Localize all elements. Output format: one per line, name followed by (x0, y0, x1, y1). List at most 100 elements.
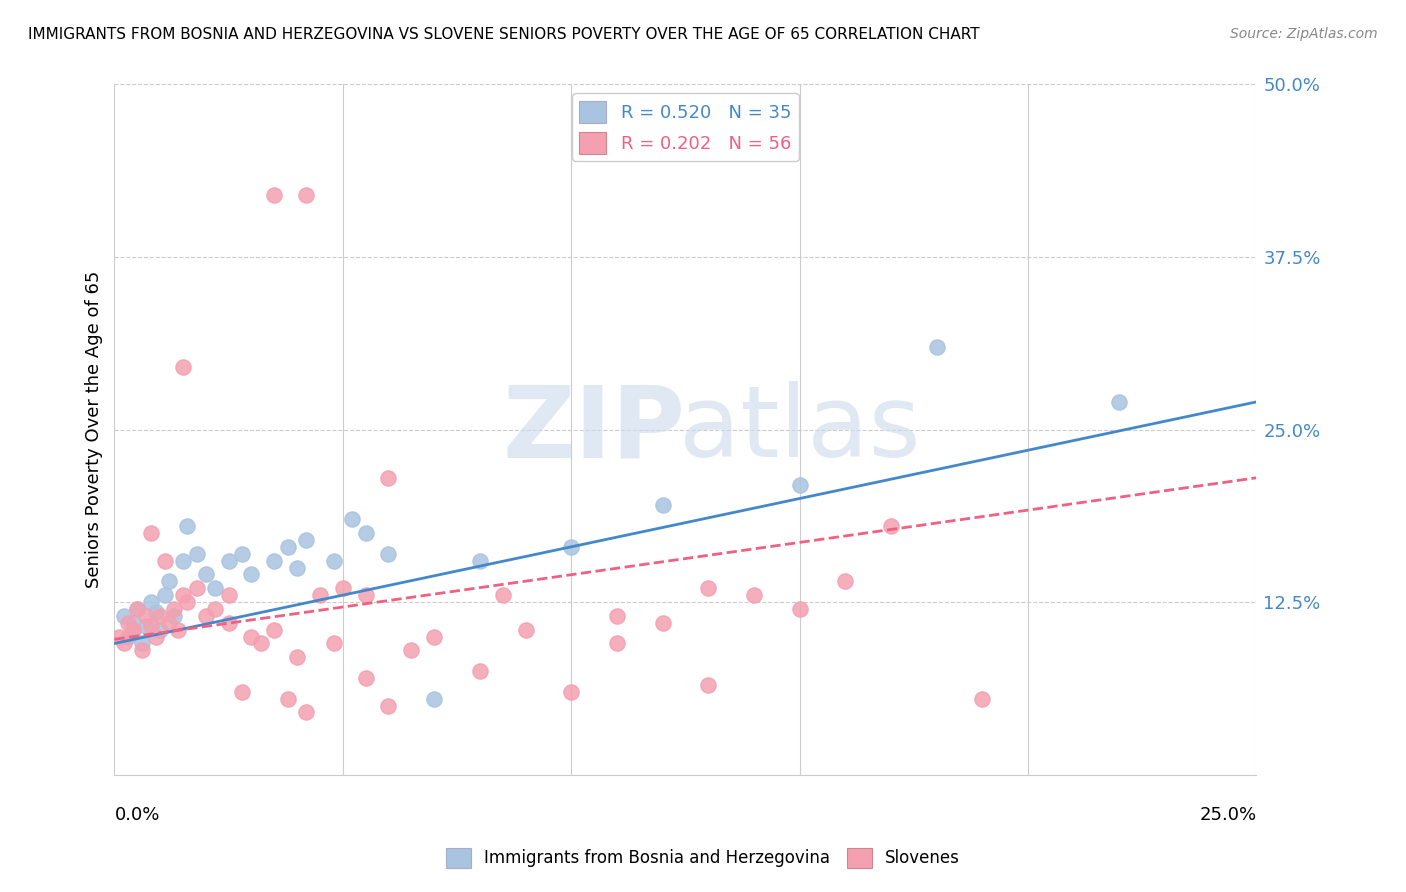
Point (186, 581, 208, 595)
Point (231, 547, 253, 561)
Point (377, 471, 399, 485)
Point (186, 547, 208, 561)
Point (108, 630, 131, 644)
Point (651, 499, 673, 513)
Point (340, 512, 363, 526)
Point (560, 540, 582, 554)
Point (117, 615, 139, 630)
Text: Source: ZipAtlas.com: Source: ZipAtlas.com (1230, 27, 1378, 41)
Text: 0.0%: 0.0% (114, 805, 160, 823)
Point (249, 636, 271, 650)
Point (354, 671, 377, 685)
Point (194, 567, 217, 582)
Point (135, 618, 157, 632)
Y-axis label: Seniors Poverty Over the Age of 65: Seniors Poverty Over the Age of 65 (86, 271, 103, 588)
Point (606, 608, 628, 623)
Point (285, 560, 308, 574)
Point (295, 533, 318, 547)
Point (651, 615, 673, 630)
Point (153, 554, 176, 568)
Point (135, 608, 157, 623)
Point (218, 554, 240, 568)
Point (139, 526, 162, 541)
Point (354, 588, 377, 602)
Text: ZIP: ZIP (502, 381, 686, 478)
Point (880, 519, 903, 533)
Point (423, 630, 446, 644)
Point (322, 554, 344, 568)
Point (354, 526, 377, 541)
Point (163, 608, 186, 623)
Point (606, 636, 628, 650)
Point (139, 618, 162, 632)
Point (121, 615, 143, 630)
Point (112, 636, 135, 650)
Point (560, 685, 582, 699)
Point (131, 636, 153, 650)
Text: atlas: atlas (679, 381, 921, 478)
Point (309, 588, 332, 602)
Point (401, 643, 423, 657)
Point (172, 360, 194, 375)
Point (377, 698, 399, 713)
Text: 25.0%: 25.0% (1199, 805, 1257, 823)
Point (153, 588, 176, 602)
Point (263, 623, 285, 637)
Point (515, 623, 537, 637)
Point (145, 605, 167, 619)
Point (240, 567, 263, 582)
Point (176, 595, 198, 609)
Point (204, 581, 226, 595)
Point (172, 588, 194, 602)
Point (194, 608, 217, 623)
Point (332, 581, 354, 595)
Point (231, 685, 253, 699)
Point (492, 588, 515, 602)
Point (972, 691, 994, 706)
Point (149, 623, 172, 637)
Legend: Immigrants from Bosnia and Herzegovina, Slovenes: Immigrants from Bosnia and Herzegovina, … (439, 841, 967, 875)
Point (925, 340, 948, 354)
Point (176, 519, 198, 533)
Point (204, 602, 226, 616)
Point (789, 477, 811, 491)
Point (423, 691, 446, 706)
Point (277, 540, 299, 554)
Point (121, 623, 143, 637)
Point (157, 615, 180, 630)
Point (139, 595, 162, 609)
Point (167, 623, 190, 637)
Point (172, 554, 194, 568)
Point (377, 547, 399, 561)
Point (697, 581, 720, 595)
Point (263, 554, 285, 568)
Point (295, 187, 318, 202)
Point (127, 602, 149, 616)
Point (1108, 395, 1130, 409)
Point (149, 608, 172, 623)
Point (789, 602, 811, 616)
Point (285, 650, 308, 665)
Point (240, 630, 263, 644)
Point (218, 588, 240, 602)
Point (163, 602, 186, 616)
Point (834, 574, 856, 589)
Point (145, 630, 167, 644)
Point (277, 691, 299, 706)
Text: IMMIGRANTS FROM BOSNIA AND HERZEGOVINA VS SLOVENE SENIORS POVERTY OVER THE AGE O: IMMIGRANTS FROM BOSNIA AND HERZEGOVINA V… (28, 27, 980, 42)
Point (322, 636, 344, 650)
Point (121, 623, 143, 637)
Point (112, 608, 135, 623)
Point (117, 630, 139, 644)
Point (468, 554, 491, 568)
Point (468, 664, 491, 678)
Point (127, 602, 149, 616)
Point (263, 187, 285, 202)
Point (742, 588, 765, 602)
Point (157, 574, 180, 589)
Point (697, 678, 720, 692)
Legend: R = 0.520   N = 35, R = 0.202   N = 56: R = 0.520 N = 35, R = 0.202 N = 56 (572, 94, 799, 161)
Point (218, 615, 240, 630)
Point (295, 706, 318, 720)
Point (131, 643, 153, 657)
